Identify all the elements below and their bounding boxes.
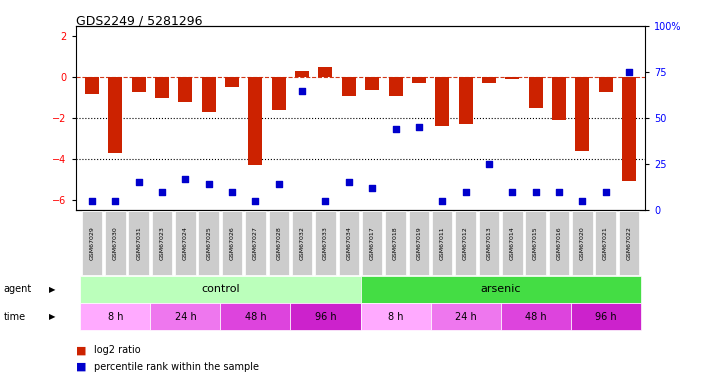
- Bar: [528, 77, 543, 108]
- Text: 24 h: 24 h: [174, 312, 196, 321]
- Point: [296, 88, 308, 94]
- Point: [483, 161, 495, 167]
- Point: [436, 198, 448, 204]
- Point: [390, 126, 402, 132]
- Point: [110, 198, 121, 204]
- Point: [249, 198, 261, 204]
- Bar: [412, 77, 426, 83]
- Text: GSM67032: GSM67032: [300, 226, 305, 260]
- Text: 48 h: 48 h: [525, 312, 547, 321]
- Text: 8 h: 8 h: [388, 312, 403, 321]
- Bar: [598, 77, 613, 92]
- Bar: [389, 77, 402, 96]
- Bar: [108, 77, 123, 153]
- Text: GSM67025: GSM67025: [206, 226, 211, 260]
- Text: ▶: ▶: [48, 312, 56, 321]
- Point: [600, 189, 611, 195]
- Text: GSM67016: GSM67016: [557, 226, 562, 260]
- Text: GSM67017: GSM67017: [370, 226, 375, 260]
- Point: [226, 189, 238, 195]
- Text: time: time: [4, 312, 26, 321]
- Point: [366, 185, 378, 191]
- Bar: [272, 77, 286, 110]
- Point: [87, 198, 98, 204]
- Text: GSM67027: GSM67027: [253, 226, 258, 260]
- Text: GSM67015: GSM67015: [533, 226, 538, 260]
- Text: GSM67029: GSM67029: [89, 226, 94, 260]
- Point: [273, 181, 285, 187]
- Text: percentile rank within the sample: percentile rank within the sample: [94, 362, 259, 372]
- Text: GSM67021: GSM67021: [603, 226, 608, 260]
- Text: 8 h: 8 h: [107, 312, 123, 321]
- Bar: [178, 77, 193, 102]
- Bar: [482, 77, 496, 83]
- Text: GSM67026: GSM67026: [229, 226, 234, 260]
- Bar: [365, 77, 379, 90]
- Point: [319, 198, 331, 204]
- Text: 48 h: 48 h: [244, 312, 266, 321]
- Text: ■: ■: [76, 345, 87, 355]
- Text: GSM67030: GSM67030: [113, 226, 118, 260]
- Bar: [435, 77, 449, 126]
- Text: GSM67011: GSM67011: [440, 226, 445, 260]
- Bar: [295, 71, 309, 77]
- Bar: [132, 77, 146, 92]
- Text: 96 h: 96 h: [314, 312, 336, 321]
- Text: GSM67020: GSM67020: [580, 226, 585, 260]
- Text: arsenic: arsenic: [480, 285, 521, 294]
- Bar: [319, 67, 332, 77]
- Text: 24 h: 24 h: [455, 312, 477, 321]
- Bar: [155, 77, 169, 98]
- Text: GSM67023: GSM67023: [159, 226, 164, 260]
- Point: [577, 198, 588, 204]
- Bar: [622, 77, 636, 182]
- Text: GSM67033: GSM67033: [323, 226, 328, 260]
- Bar: [342, 77, 356, 96]
- Bar: [202, 77, 216, 112]
- Text: GSM67014: GSM67014: [510, 226, 515, 260]
- Text: GSM67013: GSM67013: [487, 226, 492, 260]
- Bar: [85, 77, 99, 94]
- Bar: [575, 77, 589, 151]
- Point: [530, 189, 541, 195]
- Point: [343, 180, 355, 186]
- Text: GSM67031: GSM67031: [136, 226, 141, 260]
- Point: [506, 189, 518, 195]
- Text: GSM67024: GSM67024: [183, 226, 188, 260]
- Bar: [249, 77, 262, 165]
- Point: [133, 180, 144, 186]
- Point: [553, 189, 565, 195]
- Text: GDS2249 / 5281296: GDS2249 / 5281296: [76, 15, 202, 28]
- Text: GSM67012: GSM67012: [463, 226, 468, 260]
- Bar: [225, 77, 239, 87]
- Text: 96 h: 96 h: [595, 312, 616, 321]
- Point: [156, 189, 168, 195]
- Bar: [505, 77, 519, 80]
- Text: log2 ratio: log2 ratio: [94, 345, 141, 355]
- Point: [413, 124, 425, 130]
- Text: GSM67018: GSM67018: [393, 226, 398, 260]
- Point: [180, 176, 191, 182]
- Text: ■: ■: [76, 362, 87, 372]
- Text: GSM67022: GSM67022: [627, 226, 632, 260]
- Text: agent: agent: [4, 285, 32, 294]
- Text: ▶: ▶: [48, 285, 56, 294]
- Point: [460, 189, 472, 195]
- Point: [203, 181, 215, 187]
- Text: GSM67019: GSM67019: [416, 226, 421, 260]
- Text: GSM67028: GSM67028: [276, 226, 281, 260]
- Text: control: control: [201, 285, 240, 294]
- Bar: [459, 77, 472, 124]
- Text: GSM67034: GSM67034: [346, 226, 351, 260]
- Bar: [552, 77, 566, 120]
- Point: [623, 69, 634, 75]
